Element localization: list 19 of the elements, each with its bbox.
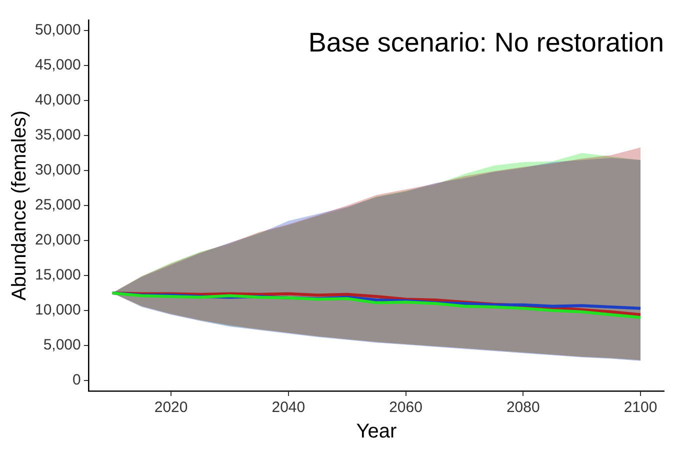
y-tick-label: 10,000 (34, 302, 81, 319)
x-tick-label: 2060 (389, 399, 422, 416)
chart-title: Base scenario: No restoration (308, 27, 664, 58)
x-tick-label: 2100 (624, 399, 658, 416)
y-tick-label: 45,000 (34, 56, 81, 74)
y-tick-label: 20,000 (34, 232, 81, 249)
y-tick-label: 5,000 (43, 336, 81, 354)
y-tick-label: 25,000 (34, 196, 81, 214)
x-tick-label: 2020 (154, 399, 188, 416)
y-tick-label: 30,000 (34, 162, 81, 179)
y-axis-title: Abundance (females) (8, 110, 31, 301)
x-tick-label: 2080 (506, 399, 540, 416)
y-tick-label: 35,000 (34, 126, 81, 144)
y-tick-label: 0 (72, 372, 81, 389)
x-tick-label: 2040 (272, 399, 306, 416)
y-tick-label: 40,000 (34, 92, 81, 109)
y-tick-label: 15,000 (34, 266, 81, 284)
y-tick-label: 50,000 (34, 22, 81, 39)
x-axis-title: Year (356, 420, 397, 443)
